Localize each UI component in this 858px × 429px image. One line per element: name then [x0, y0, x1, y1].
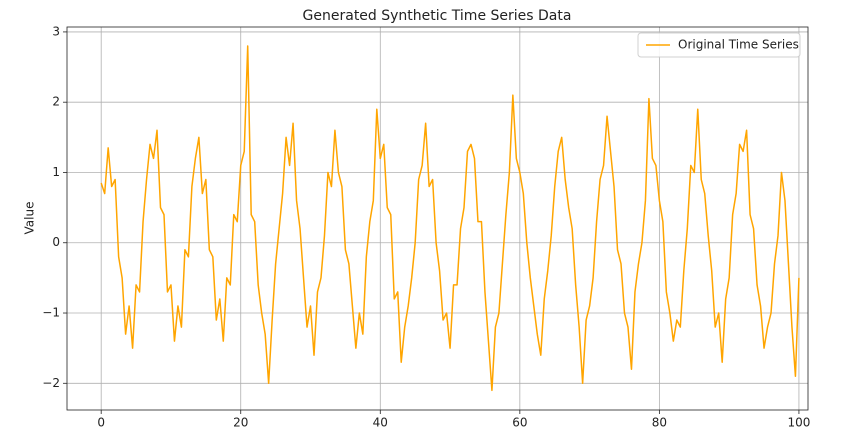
- y-tick-label: −2: [42, 376, 60, 390]
- y-tick-label: 1: [52, 165, 60, 179]
- x-tick-label: 40: [373, 416, 388, 429]
- plot-frame: [66, 26, 809, 411]
- y-tick-label: −1: [42, 306, 60, 320]
- x-tick-label: 100: [787, 416, 810, 429]
- data-line: [100, 45, 800, 392]
- legend: Original Time Series: [637, 32, 801, 58]
- x-tick-label: 0: [97, 416, 105, 429]
- y-tick-label: 3: [52, 24, 60, 38]
- legend-label: Original Time Series: [678, 38, 799, 52]
- y-tick-label: 0: [52, 235, 60, 249]
- chart-title: Generated Synthetic Time Series Data: [303, 8, 572, 24]
- legend-box: [637, 32, 801, 58]
- y-axis-label: Value: [23, 202, 37, 235]
- x-tick-label: 60: [512, 416, 527, 429]
- x-tick-label: 80: [652, 416, 667, 429]
- x-tick-label: 20: [233, 416, 248, 429]
- y-tick-label: 2: [52, 95, 60, 109]
